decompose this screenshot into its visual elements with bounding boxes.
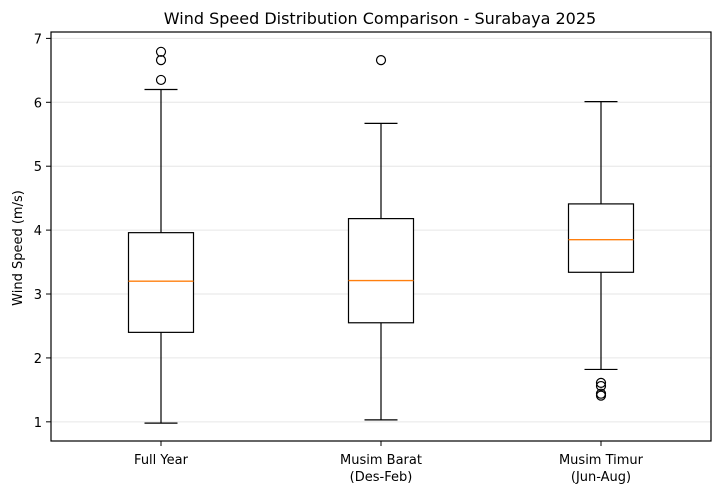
x-tick-label: Musim Timur [559,453,644,468]
x-tick-label: Musim Barat [340,453,422,468]
x-tick-label: (Jun-Aug) [571,470,631,485]
outlier-point [155,74,167,86]
iqr-box [567,203,635,273]
y-tick-label: 1 [34,416,42,431]
iqr-box [347,218,415,324]
y-tick-label: 5 [34,160,42,175]
outlier-point [595,388,607,399]
y-tick-label: 2 [34,352,42,367]
chart-title: Wind Speed Distribution Comparison - Sur… [164,9,596,28]
x-tick-label: (Des-Feb) [350,470,413,485]
box-group [127,46,195,424]
y-axis-label: Wind Speed (m/s) [11,190,26,306]
y-tick-label: 4 [34,224,42,239]
outlier-point [375,55,387,66]
boxes [127,46,635,424]
iqr-box [127,232,195,333]
outlier-point [595,377,607,388]
box-group [567,101,635,401]
y-tick-label: 7 [34,32,42,47]
box-group [347,55,415,421]
outlier-point [155,46,167,57]
axes: 1 2 3 4 5 6 7 Full Year Musim Barat (Des-Feb) Musi… [34,32,644,485]
outlier-point [595,380,607,392]
x-tick-label: Full Year [134,453,189,468]
y-tick-label: 3 [34,288,42,303]
y-tick-label: 6 [34,96,42,111]
outlier-point [155,55,167,66]
